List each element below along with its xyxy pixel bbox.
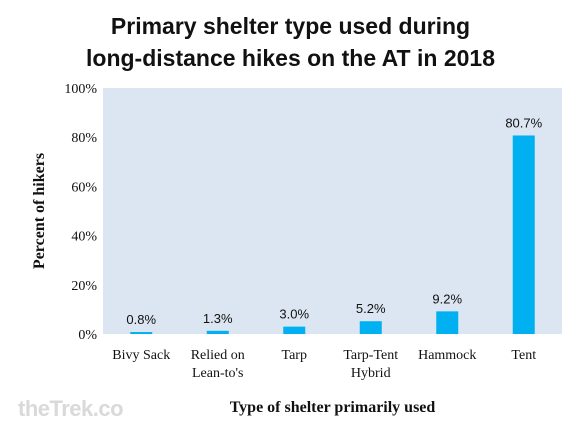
bar	[206, 330, 229, 334]
data-label: 3.0%	[279, 307, 309, 322]
y-axis-title: Percent of hikers	[31, 153, 48, 269]
data-label: 80.7%	[505, 115, 542, 130]
x-tick-label: Tarp	[282, 348, 307, 363]
x-tick-label: Tarp-Tent	[343, 348, 398, 363]
bar	[359, 321, 382, 334]
x-tick-label: Relied on	[191, 348, 245, 363]
bar	[512, 135, 535, 334]
chart-title: Primary shelter type used during long-di…	[0, 10, 581, 74]
y-tick-label: 60%	[71, 180, 97, 195]
x-tick-label: Lean-to's	[192, 366, 244, 381]
y-tick-label: 40%	[71, 230, 97, 245]
chart-title-line-2: long-distance hikes on the AT in 2018	[86, 45, 495, 71]
x-tick-label: Bivy Sack	[112, 348, 170, 363]
chart-title-line-1: Primary shelter type used during	[110, 13, 471, 39]
data-label: 5.2%	[356, 301, 386, 316]
watermark-logo: theTrek.co	[18, 396, 124, 421]
y-tick-label: 80%	[71, 131, 97, 146]
x-tick-label: Tent	[511, 348, 536, 363]
bar	[436, 311, 459, 334]
plot-area	[103, 88, 562, 334]
x-axis-title: Type of shelter primarily used	[230, 399, 436, 416]
x-tick-label: Hammock	[418, 348, 476, 363]
y-tick-label: 100%	[64, 82, 97, 97]
data-label: 1.3%	[203, 311, 233, 326]
x-tick-label: Hybrid	[351, 366, 391, 381]
bar	[130, 332, 153, 334]
y-tick-label: 0%	[78, 328, 97, 343]
data-label: 9.2%	[432, 291, 462, 306]
bar	[283, 326, 306, 334]
y-tick-label: 20%	[71, 279, 97, 294]
data-label: 0.8%	[126, 312, 156, 327]
